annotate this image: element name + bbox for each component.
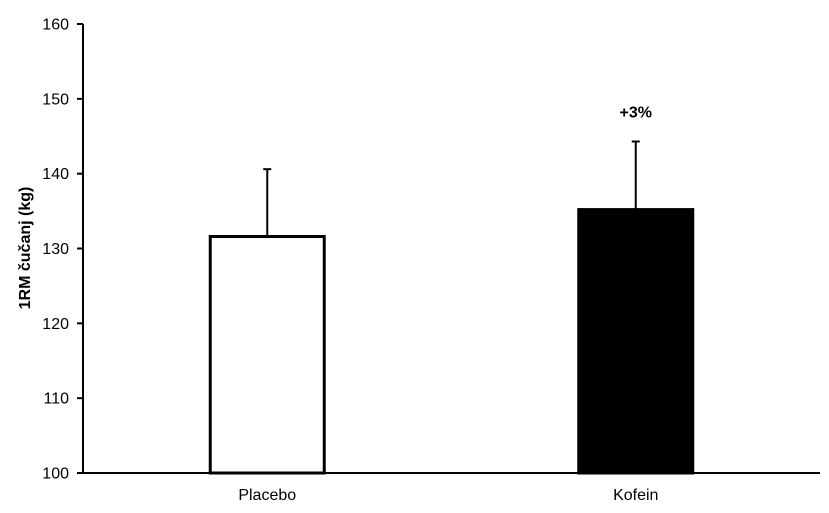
y-tick-label: 110 <box>43 391 69 408</box>
y-tick-label: 130 <box>42 241 69 258</box>
y-tick-label: 120 <box>42 316 69 333</box>
annotation-label: +3% <box>620 104 652 121</box>
x-tick-label: Placebo <box>238 487 296 504</box>
x-axis-labels: Placebo Kofein <box>238 487 658 504</box>
y-tick-label: 140 <box>42 166 69 183</box>
y-tick-label: 100 <box>42 466 69 483</box>
y-tick-label: 160 <box>42 17 69 34</box>
annotations: +3% <box>620 104 652 121</box>
y-axis-label: 1RM čučanj (kg) <box>17 187 34 310</box>
bar-kofein <box>577 208 695 475</box>
bar-placebo <box>208 235 326 475</box>
y-tick-label: 150 <box>42 91 69 108</box>
bars <box>208 208 695 475</box>
y-axis-ticks: 100 110 120 130 140 150 160 <box>42 17 83 483</box>
x-tick-label: Kofein <box>613 487 658 504</box>
error-bars <box>263 140 640 237</box>
